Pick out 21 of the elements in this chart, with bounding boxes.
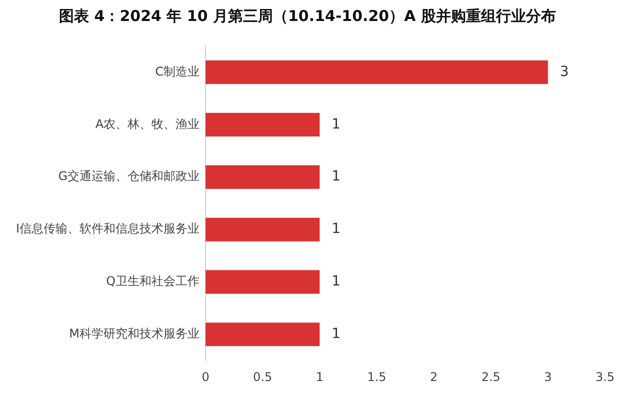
data-label: 1 (332, 274, 341, 290)
y-tick-label: G交通运输、仓储和邮政业 (58, 169, 200, 184)
x-tick-label: 3 (544, 370, 552, 384)
x-tick-label: 2 (430, 370, 438, 384)
x-tick-label: 1 (316, 370, 324, 384)
data-label: 1 (332, 221, 341, 238)
data-label: 1 (332, 168, 341, 185)
x-tick-label: 0 (202, 370, 210, 384)
x-tick-label: 0.5 (253, 370, 272, 384)
x-tick-label: 2.5 (481, 370, 500, 384)
chart-title: 图表 4：2024 年 10 月第三周（10.14-10.20）A 股并购重组行业分布 (59, 6, 556, 25)
data-label: 1 (332, 116, 341, 132)
y-tick-label: I信息传输、软件和信息技术服务业 (16, 222, 200, 236)
data-label: 3 (560, 64, 569, 80)
y-tick-label: M科学研究和技术服务业 (69, 326, 200, 341)
data-label: 1 (332, 326, 341, 342)
y-tick-label: C制造业 (155, 64, 200, 78)
x-tick-label: 1.5 (367, 370, 386, 384)
y-tick-label: A农、林、牧、渔业 (95, 116, 200, 131)
x-tick-label: 3.5 (595, 370, 615, 384)
y-tick-label: Q卫生和社会工作 (106, 274, 200, 288)
